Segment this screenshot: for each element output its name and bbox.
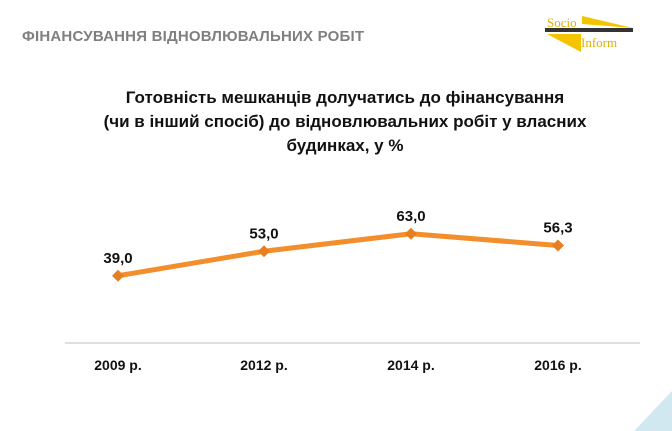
x-tick-label: 2016 р. [534, 357, 581, 373]
data-label: 39,0 [103, 250, 132, 267]
data-label: 63,0 [396, 208, 425, 225]
corner-decoration [634, 391, 672, 431]
chart-title: Готовність мешканців долучатись до фінан… [60, 86, 630, 158]
x-tick-label: 2009 р. [94, 357, 141, 373]
x-tick-label: 2014 р. [387, 357, 434, 373]
x-tick-label: 2012 р. [240, 357, 287, 373]
chart-title-line: будинках, у % [286, 136, 404, 155]
data-label: 53,0 [249, 225, 278, 242]
section-header: ФІНАНСУВАННЯ ВІДНОВЛЮВАЛЬНИХ РОБІТ [22, 28, 365, 45]
data-point-marker [258, 245, 270, 258]
data-point-marker [405, 227, 417, 240]
socioinform-logo: Socio Inform [545, 15, 633, 52]
data-point-marker [112, 269, 124, 282]
svg-text:Inform: Inform [581, 35, 617, 50]
chart-title-line: (чи в інший спосіб) до відновлювальних р… [103, 112, 587, 131]
chart-title-line: Готовність мешканців долучатись до фінан… [125, 88, 565, 107]
svg-text:Socio: Socio [547, 15, 577, 30]
data-label: 56,3 [543, 219, 572, 236]
series-line [117, 231, 559, 279]
data-point-marker [552, 239, 564, 252]
